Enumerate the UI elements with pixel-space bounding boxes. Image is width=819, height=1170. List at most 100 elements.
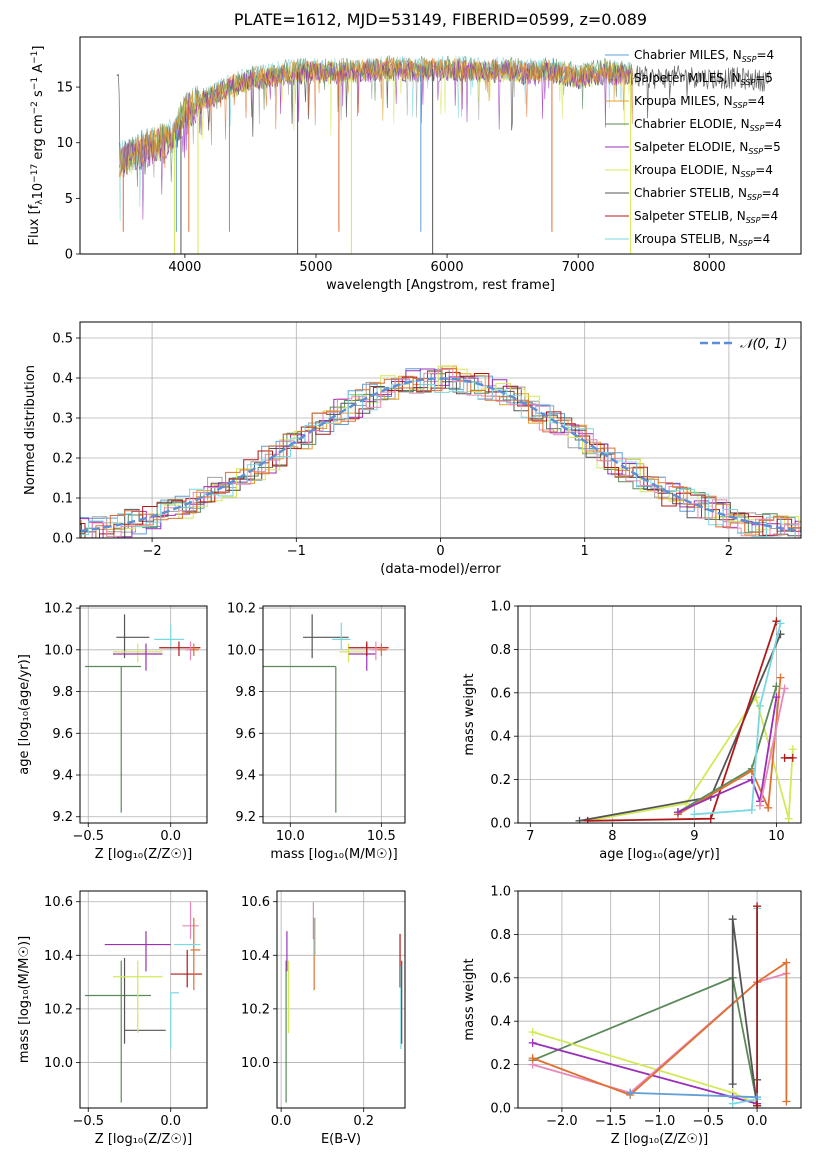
plus-marker bbox=[764, 803, 773, 812]
label-part: −17 bbox=[30, 164, 40, 183]
legend-entry: Kroupa STELIB, NSSP=4 bbox=[634, 232, 770, 248]
x-tick-label: 10.0 bbox=[276, 829, 305, 844]
plus-marker bbox=[673, 808, 682, 817]
x-tick-label: 9 bbox=[690, 829, 698, 844]
weight-series bbox=[532, 976, 758, 1104]
panel-spectrum: 4000 5000 6000 7000 8000 0 5 10 15 wavelength [An… bbox=[27, 36, 802, 293]
x-tick-label: 10 bbox=[768, 829, 785, 844]
plus-marker bbox=[690, 810, 699, 819]
axes-frame bbox=[262, 605, 406, 824]
plus-marker bbox=[728, 1099, 737, 1108]
legend-name: Chabrier ELODIE, N bbox=[634, 117, 750, 131]
y-tick-label: 0.6 bbox=[490, 971, 511, 986]
page-title: PLATE=1612, MJD=53149, FIBERID=0599, z=0… bbox=[233, 10, 648, 29]
plus-marker bbox=[583, 816, 592, 823]
plus-marker bbox=[780, 753, 789, 762]
y-tick-label: 9.4 bbox=[235, 769, 256, 784]
histogram-series bbox=[80, 368, 801, 538]
y-tick-label: 0.0 bbox=[52, 532, 73, 547]
panel-mass-vs-z: −0.5 0.0 10.0 10.2 10.4 10.6 Z [log₁₀(Z/Z☉)] ma… bbox=[17, 890, 208, 1147]
legend-sub: SSP bbox=[748, 147, 763, 156]
plot-area bbox=[84, 901, 203, 1103]
y-tick-label: 9.2 bbox=[235, 810, 256, 825]
axes-frame bbox=[79, 605, 208, 824]
label-part: −1 bbox=[30, 51, 40, 64]
legend-sub: SSP bbox=[750, 124, 765, 133]
legend-entry: Salpeter ELODIE, NSSP=5 bbox=[634, 140, 781, 156]
plus-marker bbox=[755, 701, 764, 710]
y-tick-label: 0.1 bbox=[52, 492, 73, 507]
y-tick-label: 10.2 bbox=[44, 602, 73, 617]
y-tick-label: 9.6 bbox=[235, 727, 256, 742]
axes-frame bbox=[517, 890, 802, 1109]
y-tick-label: 10.4 bbox=[44, 949, 73, 964]
plus-marker bbox=[528, 1028, 537, 1037]
y-tick-label: 0.4 bbox=[52, 372, 73, 387]
legend-n: =4 bbox=[755, 163, 773, 177]
plus-marker bbox=[788, 745, 797, 754]
plus-marker bbox=[728, 1080, 737, 1089]
x-axis-label: Z [log₁₀(Z/Z☉)] bbox=[95, 847, 192, 862]
plus-marker bbox=[753, 1101, 762, 1108]
panel-age-vs-mass: 10.0 10.5 9.2 9.4 9.6 9.8 10.0 10.2 mass [log₁₀(… bbox=[227, 602, 406, 862]
plus-marker bbox=[626, 1088, 635, 1097]
x-tick-label: −0.5 bbox=[72, 829, 104, 844]
y-tick-label: 0.4 bbox=[490, 1015, 511, 1030]
y-tick-label: 0.8 bbox=[490, 643, 511, 658]
plus-marker bbox=[528, 1038, 537, 1047]
x-axis-label: mass [log₁₀(M/M☉)] bbox=[270, 847, 397, 862]
x-axis-label: Z [log₁₀(Z/Z☉)] bbox=[611, 1132, 708, 1147]
legend-name: Kroupa ELODIE, N bbox=[634, 163, 741, 177]
panel-age-vs-z: −0.5 0.0 9.2 9.4 9.6 9.8 10.0 10.2 Z [log₁₀(Z/Z☉… bbox=[17, 602, 208, 862]
legend-entry: Salpeter STELIB, NSSP=4 bbox=[634, 209, 778, 225]
label-part: −1 bbox=[30, 77, 40, 90]
label-part: 10 bbox=[31, 183, 46, 200]
legend-name: Kroupa STELIB, N bbox=[634, 232, 738, 246]
legend-sub: SSP bbox=[738, 239, 753, 248]
axes-frame bbox=[517, 605, 802, 824]
plus-marker bbox=[782, 958, 791, 967]
x-tick-label: −2.0 bbox=[546, 1114, 578, 1129]
plot-area bbox=[116, 55, 773, 254]
legend-sub: SSP bbox=[747, 193, 762, 202]
plus-marker bbox=[706, 814, 715, 823]
weight-series bbox=[759, 688, 786, 806]
y-axis-label: mass [log₁₀(M/M☉)] bbox=[17, 936, 32, 1063]
histogram-series bbox=[80, 373, 801, 538]
weight-series bbox=[731, 919, 758, 1106]
weight-series bbox=[587, 694, 794, 822]
plus-marker bbox=[782, 1097, 791, 1106]
legend-name: Kroupa MILES, N bbox=[634, 94, 733, 108]
x-tick-label: −0.5 bbox=[72, 1114, 104, 1129]
axes-frame bbox=[79, 890, 208, 1109]
x-axis-label: age [log₁₀(age/yr)] bbox=[599, 847, 720, 862]
y-axis-label: mass weight bbox=[462, 673, 477, 755]
weight-series bbox=[532, 1042, 758, 1105]
legend-n: =4 bbox=[756, 48, 774, 62]
y-tick-label: 0.4 bbox=[490, 730, 511, 745]
x-tick-label: 7000 bbox=[562, 260, 595, 275]
plus-marker bbox=[788, 753, 797, 762]
panel-weight-vs-z: −2.0 −1.5 −1.0 −0.5 0.0 0.0 0.2 0.4 0.6 0.8 1.0 Z [… bbox=[462, 885, 802, 1147]
y-tick-label: 9.6 bbox=[52, 727, 73, 742]
plus-marker bbox=[753, 902, 762, 911]
plot-area bbox=[263, 614, 389, 813]
x-tick-label: 2 bbox=[725, 544, 733, 559]
plot-area bbox=[575, 617, 797, 823]
legend-n: =4 bbox=[764, 117, 782, 131]
panel-mass-vs-ebv: 0.0 0.2 10.0 10.2 10.4 10.6 E(B-V) bbox=[241, 890, 406, 1147]
plot-area bbox=[80, 365, 801, 538]
legend-entry: Chabrier MILES, NSSP=4 bbox=[634, 48, 774, 64]
plus-marker bbox=[747, 805, 756, 814]
label-part: A bbox=[31, 64, 46, 77]
x-axis-label: Z [log₁₀(Z/Z☉)] bbox=[95, 1132, 192, 1147]
plot-area bbox=[528, 902, 791, 1108]
legend-name: Chabrier MILES, N bbox=[634, 48, 742, 62]
y-tick-label: 10.0 bbox=[44, 1056, 73, 1071]
x-tick-label: 5000 bbox=[299, 260, 332, 275]
y-tick-label: 10.0 bbox=[241, 1056, 270, 1071]
axes-frame bbox=[79, 321, 802, 539]
plot-area bbox=[84, 614, 201, 813]
y-tick-label: 10.0 bbox=[227, 643, 256, 658]
